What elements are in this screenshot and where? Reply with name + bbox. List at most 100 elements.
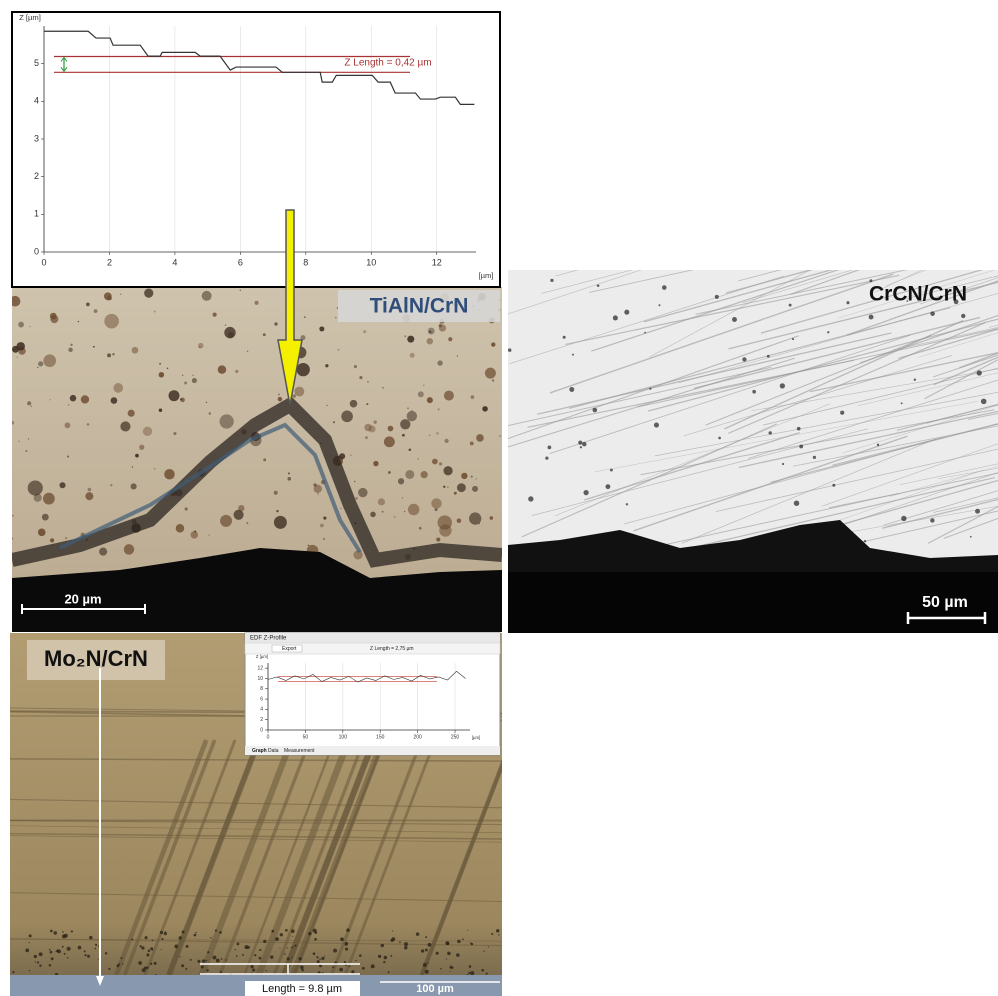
speck (499, 435, 501, 437)
speck (429, 331, 431, 333)
speck (362, 967, 365, 970)
speck (593, 408, 598, 413)
speck (31, 406, 32, 407)
speck (492, 379, 494, 381)
speck (350, 400, 358, 408)
speck (242, 954, 244, 956)
speck (16, 342, 24, 350)
speck (190, 959, 192, 961)
speck (799, 445, 803, 449)
speck (398, 478, 404, 484)
speck (488, 946, 489, 947)
speck (28, 480, 43, 495)
speck (111, 397, 118, 404)
speck (139, 945, 141, 947)
speck (438, 408, 440, 410)
speck (438, 515, 452, 529)
speck (50, 930, 53, 933)
speck (350, 455, 351, 456)
speck (29, 934, 32, 937)
speck (291, 946, 293, 948)
speck (977, 370, 982, 375)
speck (404, 335, 406, 337)
speck (471, 476, 473, 478)
speck (210, 937, 211, 938)
speck (192, 378, 197, 383)
speck (294, 387, 304, 397)
measure-label: Length = 9.8 µm (262, 983, 342, 995)
speck (259, 957, 262, 960)
speck (167, 367, 169, 369)
speck (95, 944, 97, 946)
speck (98, 959, 99, 960)
speck (182, 375, 183, 376)
speck (335, 317, 337, 319)
speck (293, 394, 296, 397)
speck (394, 516, 396, 518)
speck (658, 304, 660, 306)
speck (827, 331, 829, 333)
speck (186, 945, 189, 948)
speck (580, 446, 582, 448)
speck (400, 419, 410, 429)
speck (194, 934, 197, 937)
speck (411, 410, 412, 411)
speck (410, 353, 415, 358)
speck (381, 944, 384, 947)
speck (317, 960, 320, 963)
speck (198, 343, 204, 349)
speck (287, 957, 290, 960)
speck (626, 503, 628, 505)
speck (428, 328, 435, 335)
speck (37, 367, 39, 369)
speck (150, 947, 153, 950)
speck (407, 408, 408, 409)
speck (93, 346, 95, 348)
speck (339, 968, 343, 972)
speck (436, 432, 439, 435)
speck (287, 477, 291, 481)
speck (201, 965, 204, 968)
panel-label: CrCN/CrN (869, 283, 967, 306)
speck (173, 432, 176, 435)
speck (297, 363, 310, 376)
speck (405, 470, 414, 479)
speck (457, 483, 466, 492)
speck (359, 954, 362, 957)
speck (457, 355, 458, 356)
speck (378, 955, 381, 958)
speck (613, 315, 618, 320)
speck (208, 535, 209, 536)
speck (732, 317, 737, 322)
speck (425, 936, 427, 938)
speck (373, 461, 378, 466)
speck (179, 956, 180, 957)
speck (105, 952, 107, 954)
scratch (738, 196, 998, 281)
annotation: Z Length = 0,42 µm (344, 58, 431, 69)
speck (218, 365, 227, 374)
tab[interactable]: Measurement (284, 748, 315, 754)
tab[interactable]: Data (268, 748, 279, 754)
speck (444, 439, 448, 443)
speck (467, 930, 468, 931)
y-tick-label: 8 (260, 686, 263, 692)
speck (901, 516, 906, 521)
speck (326, 405, 327, 406)
tab[interactable]: Graph (252, 748, 267, 754)
speck (254, 954, 256, 956)
speck (70, 344, 72, 346)
speck (344, 961, 346, 963)
x-tick-label: 10 (366, 257, 376, 267)
speck (300, 965, 304, 969)
speck (319, 964, 322, 967)
speck (94, 309, 98, 313)
speck (10, 296, 21, 307)
speck (161, 949, 162, 950)
speck (439, 462, 442, 465)
toolbar-item[interactable]: Export (282, 646, 297, 652)
speck (439, 325, 446, 332)
speck (144, 289, 153, 298)
speck (220, 971, 222, 973)
speck (247, 351, 248, 352)
